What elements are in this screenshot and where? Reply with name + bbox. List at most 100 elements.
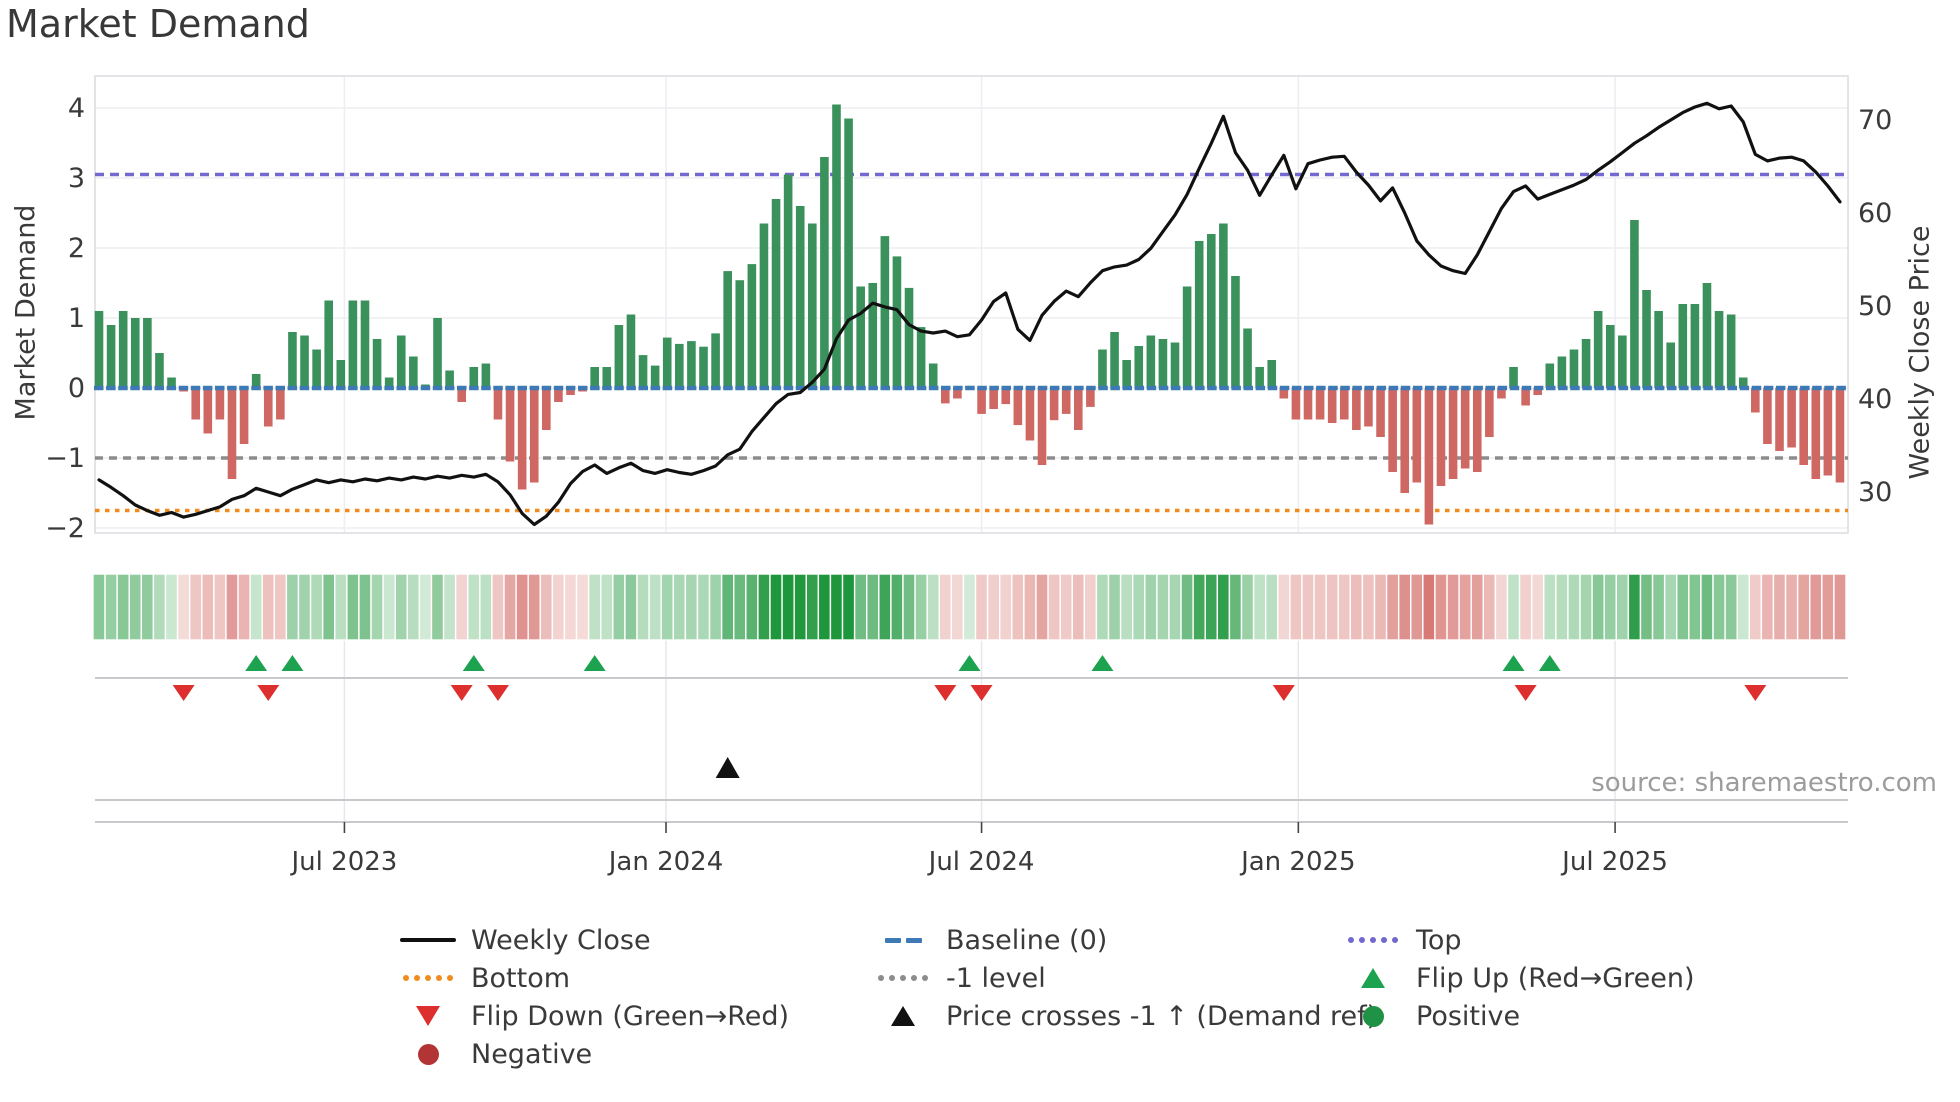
demand-bar — [989, 388, 998, 409]
heatmap-cell — [249, 573, 263, 641]
heatmap-cell — [551, 573, 566, 641]
demand-bar — [1001, 388, 1011, 405]
heatmap-cell — [624, 573, 638, 641]
heatmap-cell — [938, 573, 953, 641]
heatmap-cell — [1313, 573, 1327, 641]
demand-bar — [1581, 339, 1591, 388]
y-tick-label-right: 50 — [1858, 291, 1892, 322]
heatmap-cell — [1676, 573, 1690, 641]
demand-bar — [348, 300, 358, 388]
demand-bar — [1219, 223, 1228, 388]
demand-bar — [1714, 311, 1724, 388]
demand-bar — [409, 356, 418, 388]
heatmap-cell — [1530, 573, 1545, 641]
demand-bar — [239, 388, 249, 444]
heatmap-cell — [781, 573, 795, 641]
heatmap-cell — [442, 573, 457, 641]
heatmap-cell — [1567, 573, 1581, 641]
demand-bar — [1291, 388, 1301, 420]
heatmap-cell — [1736, 573, 1750, 641]
demand-bar — [1424, 388, 1434, 525]
demand-bar — [1448, 388, 1458, 479]
heatmap-cell — [1337, 573, 1352, 641]
demand-bar — [795, 206, 805, 388]
heatmap-cell — [1011, 573, 1025, 641]
heatmap-cell — [1772, 573, 1787, 641]
heatmap-cell — [1361, 573, 1376, 641]
demand-bar — [1206, 234, 1216, 388]
heatmap-cell — [346, 573, 360, 641]
heatmap-cell — [1821, 573, 1835, 641]
demand-bar — [215, 388, 225, 420]
heatmap-cell — [503, 573, 517, 641]
heatmap-cell — [962, 573, 977, 641]
heatmap-cell — [1373, 573, 1388, 641]
heatmap-cell — [297, 573, 312, 641]
demand-bar — [312, 349, 321, 388]
demand-bar — [1303, 388, 1313, 420]
x-tick-label: Jan 2025 — [1239, 847, 1356, 877]
heatmap-cell — [140, 573, 155, 641]
demand-bar — [263, 388, 273, 427]
demand-bar — [1243, 328, 1252, 388]
demand-bar — [1763, 388, 1772, 444]
flip-up-marker — [245, 655, 268, 671]
heatmap-cell — [1264, 573, 1279, 641]
heatmap-cell — [974, 573, 989, 641]
heatmap-cell — [1107, 573, 1122, 641]
demand-bar — [288, 332, 297, 388]
weekly-close-line — [97, 101, 1842, 527]
demand-bar — [143, 318, 152, 388]
demand-bar — [445, 370, 454, 388]
demand-bar — [1497, 388, 1506, 399]
heatmap-cell — [757, 573, 771, 641]
demand-bar — [505, 388, 515, 462]
price-cross-marker — [715, 757, 740, 778]
demand-bar — [662, 337, 672, 388]
demand-bar — [614, 325, 624, 388]
heatmap-cell — [950, 573, 965, 641]
demand-bar — [1194, 241, 1204, 388]
heatmap-cell — [418, 573, 433, 641]
demand-bar — [167, 377, 176, 388]
heatmap-cell — [1482, 573, 1497, 641]
heatmap-cell — [1216, 573, 1231, 641]
demand-bar — [1666, 342, 1675, 388]
demand-bar — [1775, 388, 1784, 451]
demand-bar — [203, 388, 213, 434]
x-tick-label: Jul 2023 — [290, 847, 398, 877]
heatmap-cell — [793, 573, 807, 641]
demand-bar — [723, 271, 732, 388]
demand-bar — [1472, 388, 1482, 472]
heatmap-cell — [479, 573, 493, 641]
demand-bar — [1811, 388, 1821, 479]
heatmap-cell — [1663, 573, 1678, 641]
heatmap-cell — [612, 573, 626, 641]
heatmap-cell — [1095, 573, 1110, 641]
demand-bar — [904, 287, 914, 388]
flip-down-marker — [1514, 685, 1537, 701]
demand-bar — [1146, 335, 1156, 388]
demand-bar — [687, 341, 696, 388]
y-tick-label-left: 0 — [68, 373, 85, 404]
demand-bar — [590, 367, 599, 388]
demand-bar — [106, 325, 116, 388]
heatmap-cell — [201, 573, 215, 641]
heatmap-cell — [1023, 573, 1037, 641]
demand-bar — [469, 367, 479, 388]
heatmap-cell — [1615, 573, 1630, 641]
heatmap-cell — [261, 573, 276, 641]
demand-bar — [868, 283, 878, 388]
heatmap-cell — [1458, 573, 1472, 641]
demand-bar — [953, 388, 962, 399]
demand-bar — [191, 388, 201, 420]
demand-bar — [1751, 388, 1760, 413]
heatmap-cell — [1385, 573, 1400, 641]
heatmap-cell — [829, 573, 844, 641]
heatmap-cell — [1494, 573, 1509, 641]
right-axis-title: Weekly Close Price — [1904, 225, 1936, 480]
y-tick-label-left: 4 — [68, 93, 85, 124]
heatmap-cell — [394, 573, 408, 641]
flip-up-marker — [1091, 655, 1114, 671]
